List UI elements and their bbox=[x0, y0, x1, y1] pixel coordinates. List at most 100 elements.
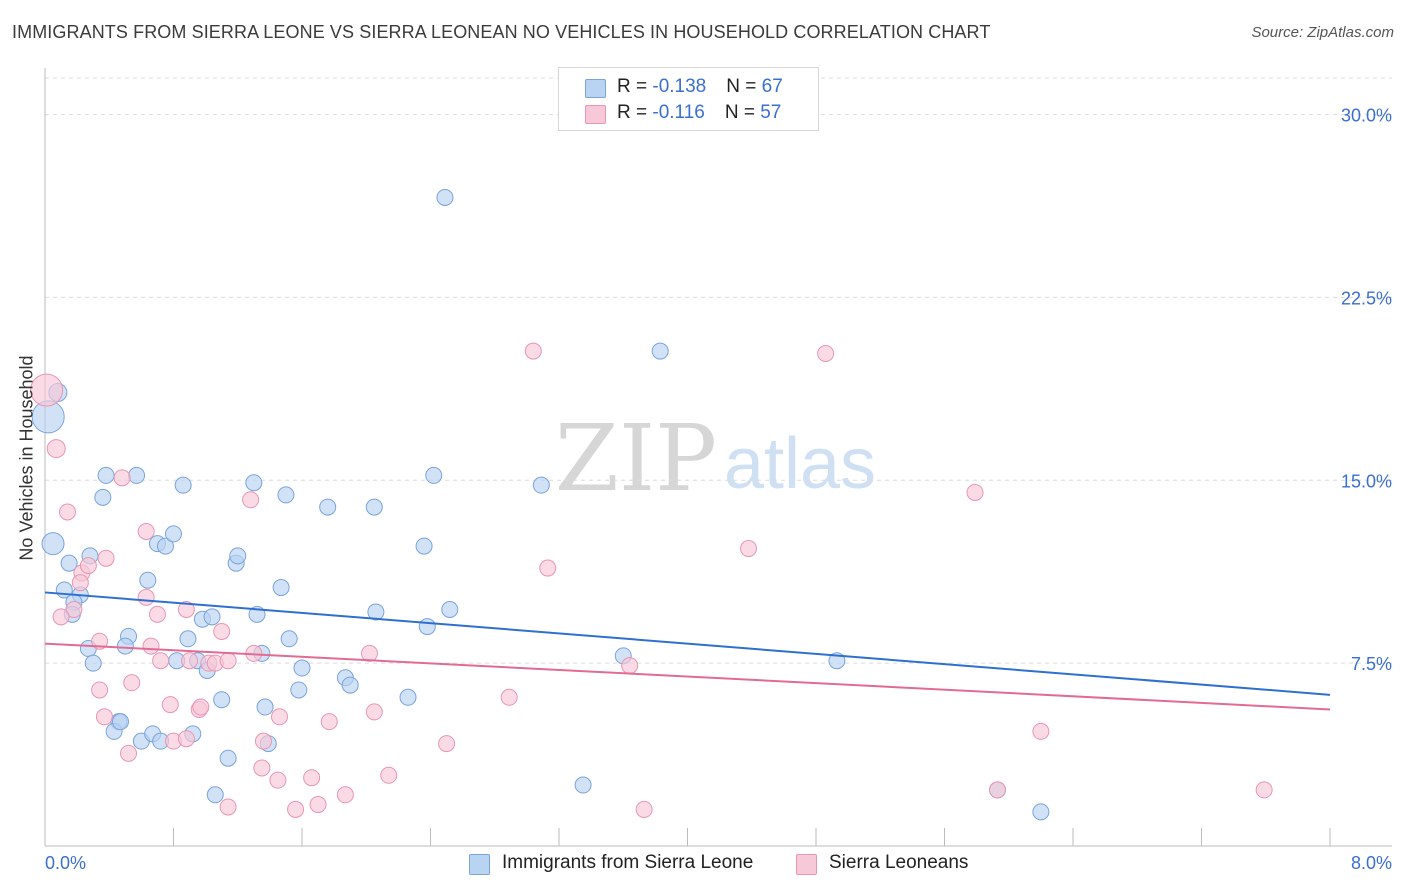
point-immigrants bbox=[415, 537, 433, 555]
series-name-immigrants: Immigrants from Sierra Leone bbox=[502, 852, 754, 873]
point-sierra-leoneans bbox=[817, 345, 835, 363]
legend-swatch-pink bbox=[585, 105, 606, 124]
point-sierra-leoneans bbox=[97, 549, 115, 567]
legend-swatch-blue bbox=[469, 854, 490, 875]
point-sierra-leoneans bbox=[500, 688, 518, 706]
point-sierra-leoneans bbox=[113, 469, 131, 487]
point-sierra-leoneans bbox=[142, 637, 160, 655]
point-sierra-leoneans bbox=[79, 557, 97, 575]
point-sierra-leoneans bbox=[438, 735, 456, 753]
point-immigrants bbox=[272, 579, 290, 597]
point-immigrants bbox=[156, 537, 174, 555]
point-sierra-leoneans bbox=[213, 622, 231, 640]
point-immigrants bbox=[651, 342, 669, 360]
point-sierra-leoneans bbox=[192, 698, 210, 716]
point-immigrants bbox=[97, 466, 115, 484]
point-immigrants bbox=[165, 525, 182, 543]
y-tick-label: 7.5% bbox=[1351, 654, 1392, 674]
point-sierra-leoneans bbox=[91, 632, 109, 650]
point-sierra-leoneans bbox=[309, 796, 327, 814]
point-sierra-leoneans bbox=[966, 483, 984, 501]
point-immigrants bbox=[256, 698, 274, 716]
source-label: Source: ZipAtlas.com bbox=[1251, 24, 1394, 41]
point-sierra-leoneans bbox=[58, 503, 76, 521]
point-sierra-leoneans bbox=[46, 439, 66, 459]
point-sierra-leoneans bbox=[254, 732, 272, 750]
point-sierra-leoneans bbox=[161, 696, 179, 714]
point-immigrants bbox=[319, 498, 337, 516]
point-sierra-leoneans bbox=[120, 744, 138, 762]
point-sierra-leoneans bbox=[95, 708, 113, 726]
x-tick-label: 0.0% bbox=[45, 853, 86, 873]
point-immigrants bbox=[290, 681, 308, 699]
point-immigrants bbox=[367, 603, 385, 621]
legend-r-label: R = bbox=[617, 76, 653, 97]
point-sierra-leoneans bbox=[1255, 781, 1273, 799]
point-sierra-leoneans bbox=[740, 540, 758, 558]
legend-n-label: N = bbox=[724, 102, 761, 123]
point-immigrants bbox=[60, 554, 78, 572]
chart-title: IMMIGRANTS FROM SIERRA LEONE VS SIERRA L… bbox=[12, 22, 991, 42]
legend-n-value: 57 bbox=[760, 102, 782, 123]
point-sierra-leoneans bbox=[242, 491, 260, 509]
y-tick-label: 15.0% bbox=[1341, 471, 1392, 491]
point-immigrants bbox=[229, 547, 247, 565]
point-sierra-leoneans bbox=[123, 674, 141, 692]
point-immigrants bbox=[574, 776, 592, 794]
point-immigrants bbox=[418, 618, 436, 636]
point-immigrants bbox=[293, 659, 311, 677]
point-sierra-leoneans bbox=[271, 708, 289, 726]
point-sierra-leoneans bbox=[219, 652, 237, 670]
point-sierra-leoneans bbox=[320, 713, 338, 731]
point-immigrants bbox=[399, 688, 417, 706]
point-immigrants bbox=[174, 476, 192, 494]
point-immigrants bbox=[94, 488, 112, 506]
legend-n-value: 67 bbox=[761, 76, 783, 97]
legend-swatch-pink bbox=[796, 854, 817, 875]
correlation-legend: R = -0.138 N = 67 R = -0.116 N = 57 bbox=[558, 67, 819, 131]
point-sierra-leoneans bbox=[287, 800, 305, 818]
watermark-zip: ZIP bbox=[555, 405, 717, 512]
point-sierra-leoneans bbox=[303, 769, 321, 787]
point-sierra-leoneans bbox=[524, 342, 542, 360]
legend-r-label: R = bbox=[617, 102, 653, 123]
y-tick-label: 30.0% bbox=[1341, 106, 1392, 126]
watermark-atlas: atlas bbox=[724, 424, 876, 504]
point-immigrants bbox=[532, 476, 550, 494]
point-sierra-leoneans bbox=[621, 657, 639, 675]
point-sierra-leoneans bbox=[365, 703, 383, 721]
point-sierra-leoneans bbox=[635, 800, 653, 818]
point-sierra-leoneans bbox=[137, 522, 155, 540]
point-immigrants bbox=[341, 676, 359, 694]
point-sierra-leoneans bbox=[71, 574, 89, 592]
point-sierra-leoneans bbox=[65, 601, 83, 619]
trend-line-immigrants bbox=[44, 591, 1331, 696]
point-sierra-leoneans bbox=[989, 781, 1007, 799]
point-sierra-leoneans bbox=[380, 766, 398, 784]
point-sierra-leoneans bbox=[137, 588, 155, 606]
point-immigrants bbox=[245, 474, 263, 492]
point-immigrants bbox=[128, 466, 146, 484]
point-immigrants bbox=[436, 188, 454, 206]
point-sierra-leoneans bbox=[181, 652, 199, 670]
legend-r-value: -0.116 bbox=[652, 102, 705, 123]
point-sierra-leoneans bbox=[360, 644, 378, 662]
point-sierra-leoneans bbox=[219, 798, 237, 816]
point-sierra-leoneans bbox=[253, 759, 271, 777]
point-immigrants bbox=[84, 654, 102, 672]
y-axis-label: No Vehicles in Household bbox=[16, 355, 37, 561]
point-sierra-leoneans bbox=[177, 730, 195, 748]
point-immigrants bbox=[203, 608, 221, 626]
point-immigrants bbox=[365, 498, 383, 516]
point-immigrants bbox=[219, 749, 237, 767]
point-immigrants bbox=[111, 713, 129, 731]
point-immigrants bbox=[441, 601, 459, 619]
x-tick-label: 8.0% bbox=[1351, 853, 1392, 873]
point-immigrants bbox=[41, 532, 65, 556]
point-immigrants bbox=[280, 630, 298, 648]
point-sierra-leoneans bbox=[539, 559, 557, 577]
point-sierra-leoneans bbox=[52, 608, 70, 626]
point-sierra-leoneans bbox=[148, 605, 166, 623]
legend-n-label: N = bbox=[726, 76, 762, 97]
